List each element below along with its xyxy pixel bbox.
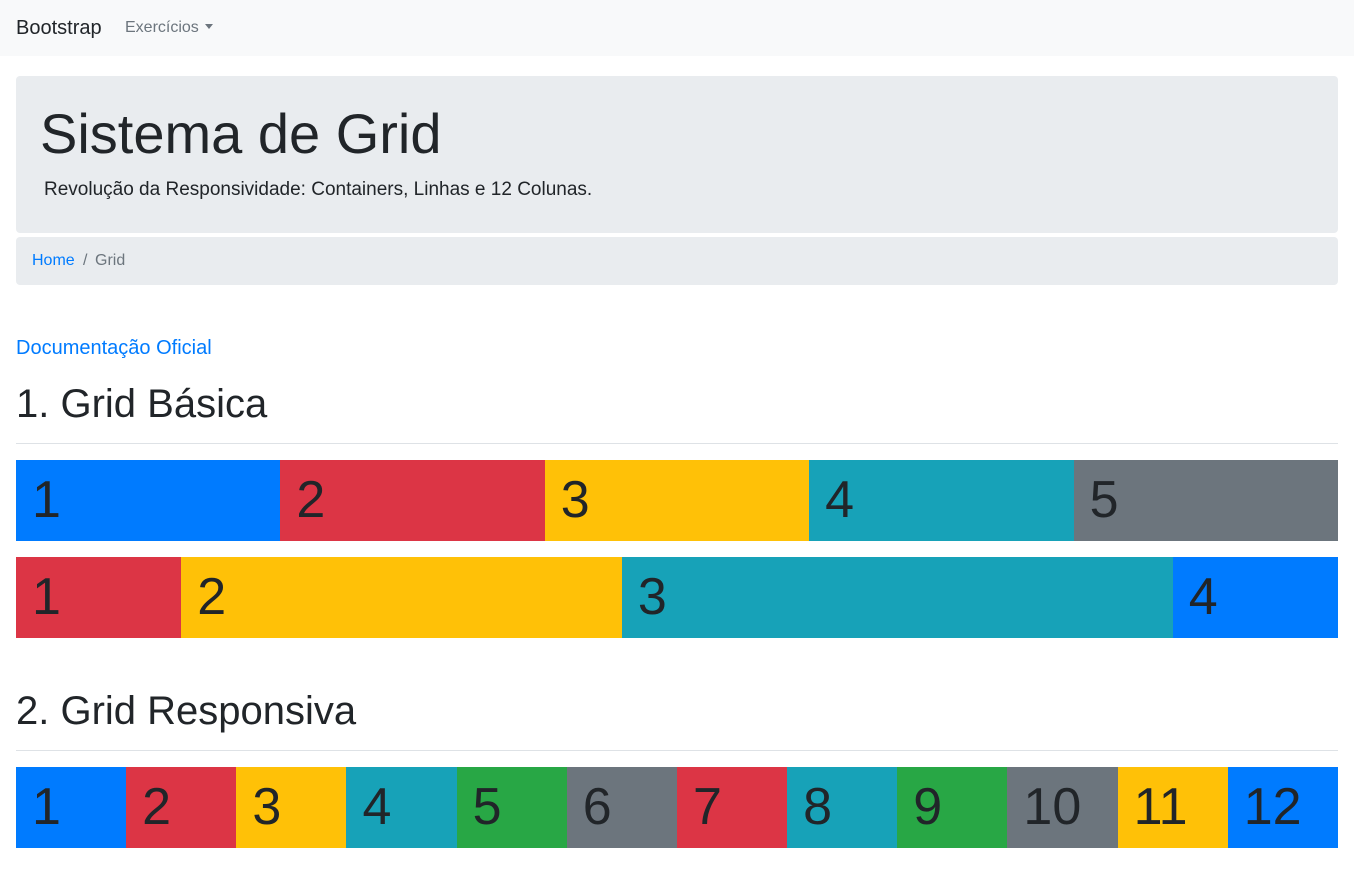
grid-column: 5 [1073, 460, 1338, 541]
grid-column: 1 [16, 460, 281, 541]
grid-column: 9 [897, 767, 1008, 848]
navbar-brand[interactable]: Bootstrap [16, 17, 102, 39]
divider [16, 750, 1338, 751]
breadcrumb-separator: / [83, 252, 88, 269]
grid-column: 2 [181, 557, 622, 638]
grid-column: 12 [1227, 767, 1338, 848]
section-title-grid-responsiva: 2. Grid Responsiva [16, 689, 357, 733]
navbar: Bootstrap Exercícios [0, 0, 1354, 56]
grid-column: 3 [236, 767, 347, 848]
grid-column: 11 [1117, 767, 1228, 848]
divider [16, 443, 1338, 444]
page-title: Sistema de Grid [40, 102, 442, 165]
breadcrumb-active: Grid [95, 252, 126, 269]
grid-column: 3 [621, 557, 1173, 638]
documentation-link[interactable]: Documentação Oficial [16, 337, 212, 359]
grid-column: 4 [809, 460, 1074, 541]
grid-column: 3 [544, 460, 810, 541]
page-lead: Revolução da Responsividade: Containers,… [44, 179, 593, 200]
exercicios-dropdown[interactable]: Exercícios [125, 18, 213, 38]
grid-column: 8 [787, 767, 898, 848]
grid-row-responsive: 1 2 3 4 5 6 7 8 9 10 11 12 [16, 767, 1338, 848]
grid-column: 10 [1007, 767, 1118, 848]
breadcrumb-home-link[interactable]: Home [32, 252, 75, 269]
grid-column: 2 [126, 767, 237, 848]
chevron-down-icon [204, 24, 213, 29]
grid-column: 1 [16, 767, 127, 848]
grid-column: 1 [16, 557, 182, 638]
grid-column: 7 [676, 767, 788, 848]
grid-column: 5 [456, 767, 567, 848]
grid-column: 4 [1172, 557, 1338, 638]
breadcrumb: Home / Grid [16, 237, 1338, 285]
grid-column: 2 [280, 460, 545, 541]
grid-column: 4 [346, 767, 457, 848]
jumbotron: Sistema de Grid Revolução da Responsivid… [16, 76, 1338, 233]
grid-column: 6 [566, 767, 677, 848]
section-title-grid-basica: 1. Grid Básica [16, 382, 268, 426]
dropdown-label: Exercícios [125, 19, 199, 36]
